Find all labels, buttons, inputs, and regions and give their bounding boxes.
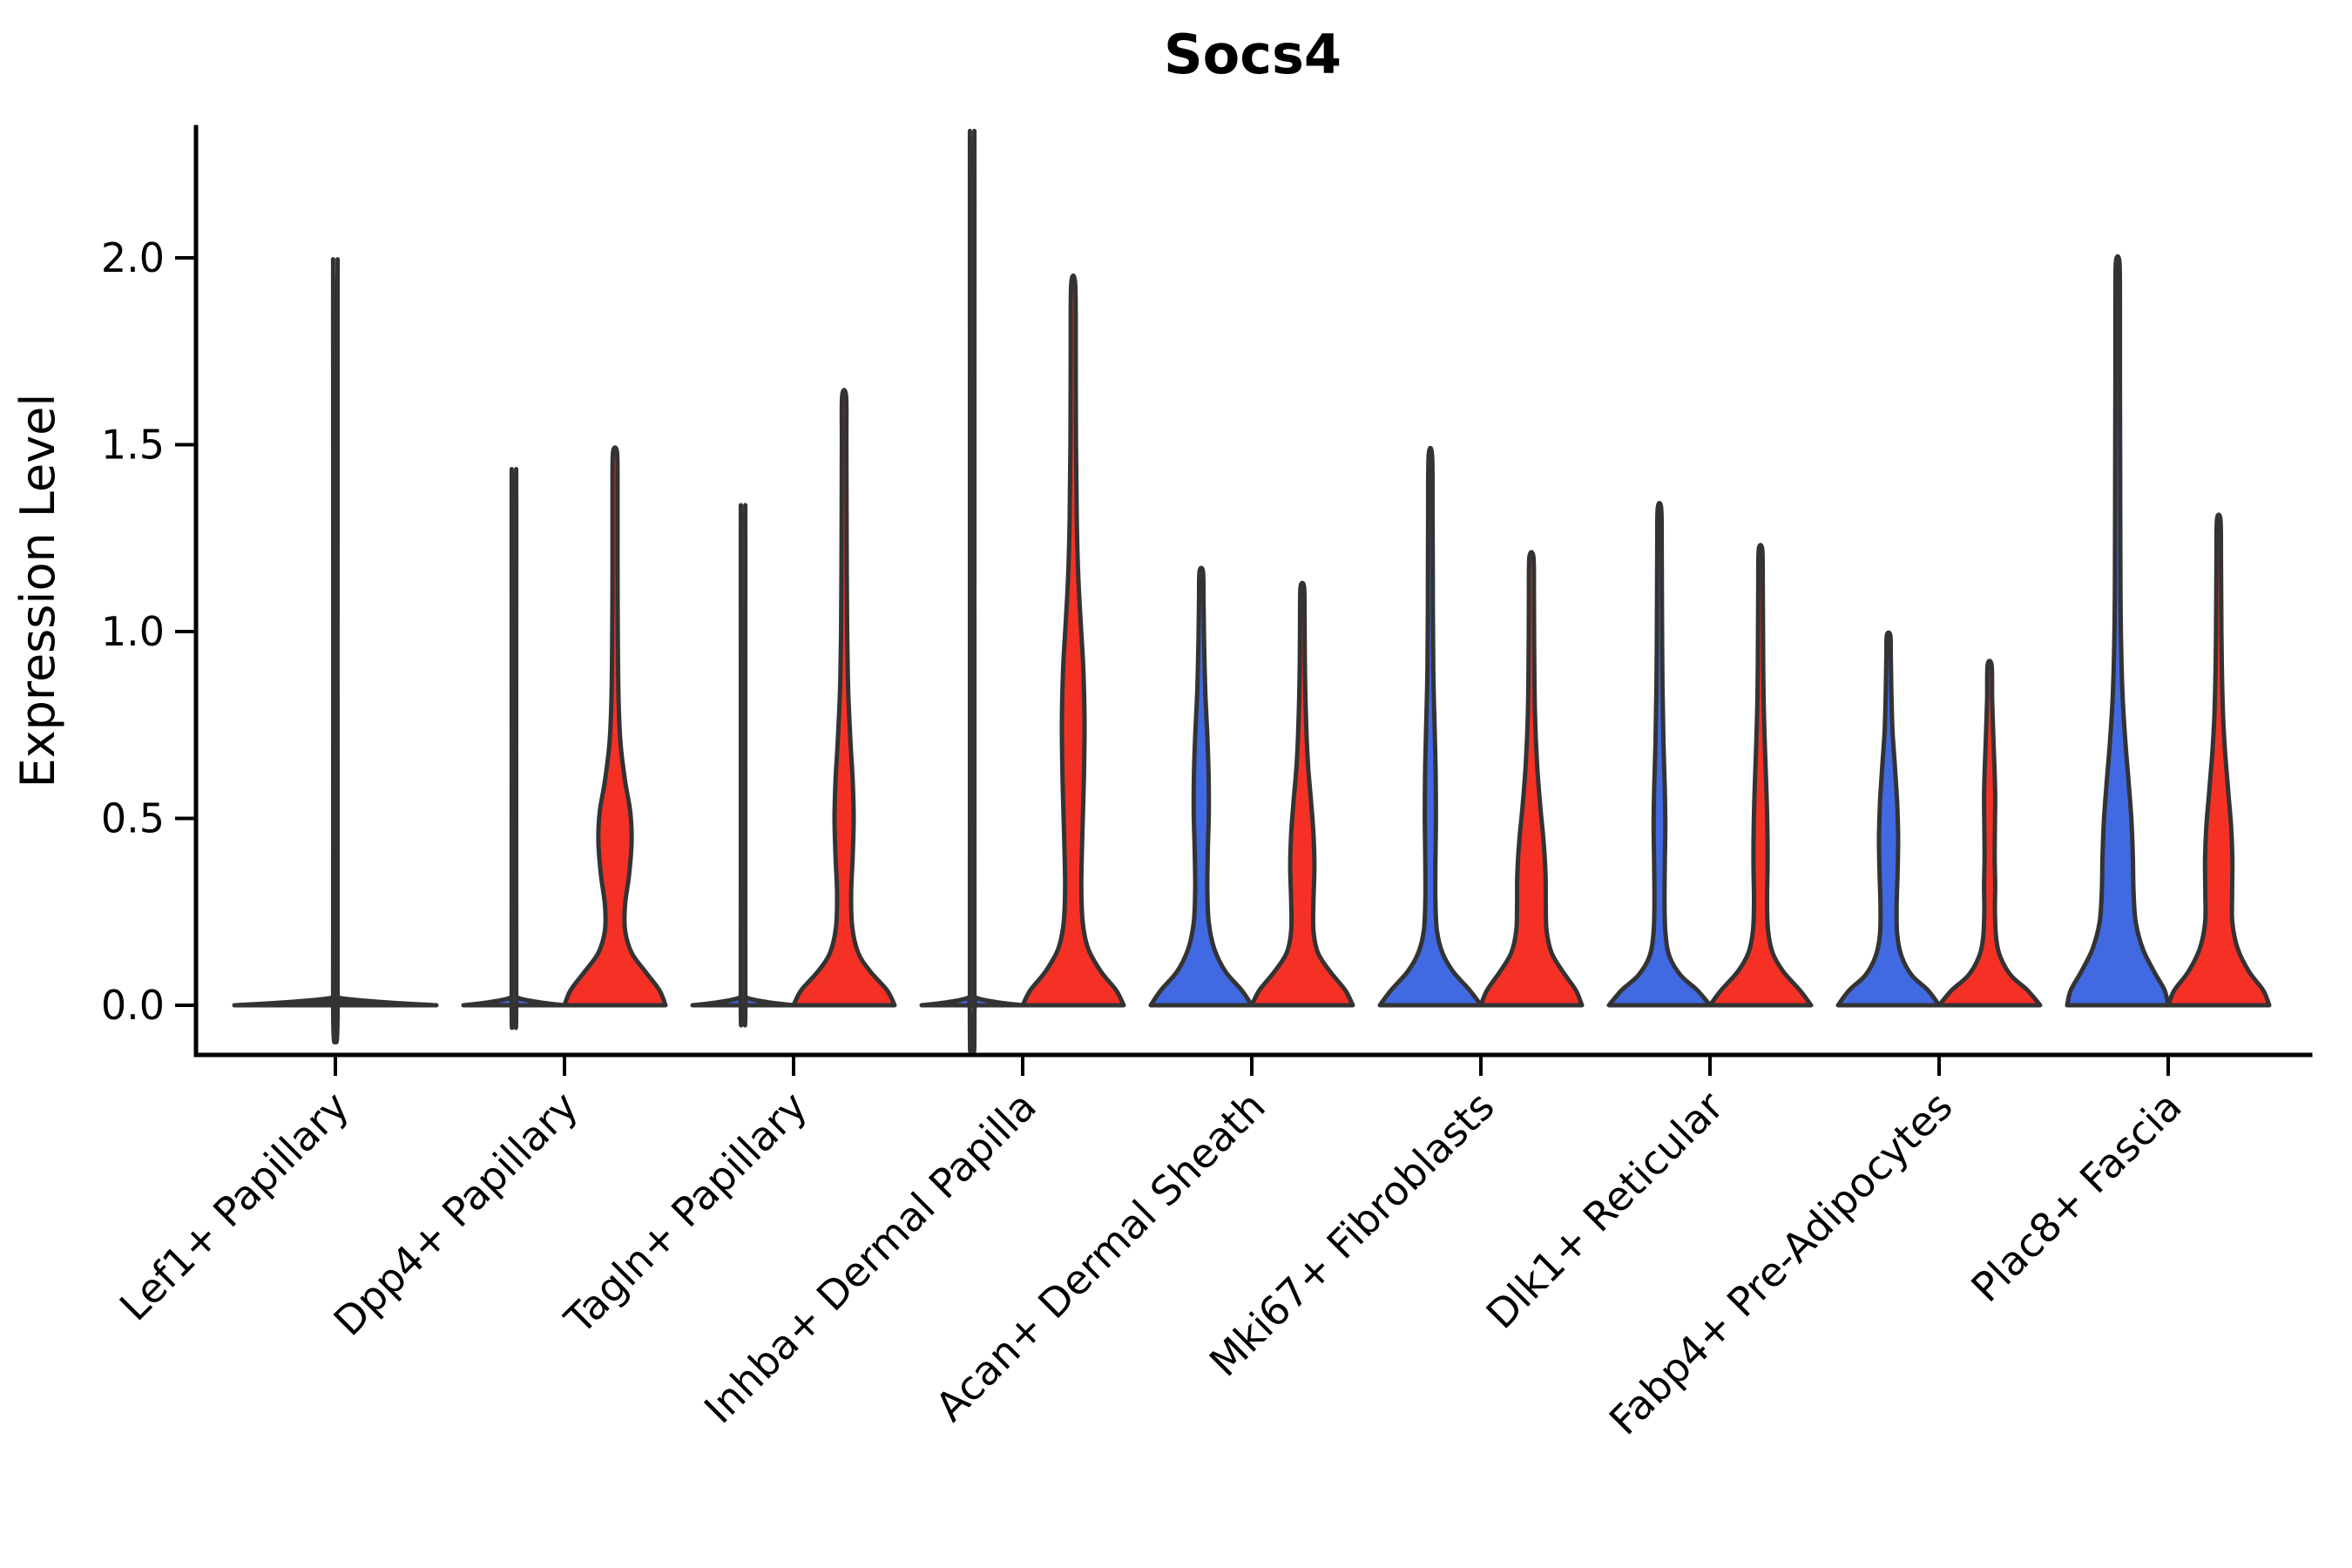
x-tick-label: Tagln+ Papillary: [555, 1083, 816, 1344]
violin-acan-dermal-sheath-red: [1249, 580, 1355, 1008]
violin-tagln-papillary-red: [791, 388, 897, 1008]
violins-layer: [232, 128, 2272, 1054]
violin-inhba-dermal-papilla-red: [1020, 273, 1126, 1008]
y-axis-label: Expression Level: [10, 394, 65, 788]
violin-lef1-papillary-single: [232, 257, 439, 1044]
violin-dpp4-papillary-blue: [461, 467, 567, 1031]
violin-dlk1-reticular-red: [1707, 543, 1814, 1008]
y-tick-label: 0.5: [101, 795, 165, 842]
x-tick-label: Plac8+ Fascia: [1962, 1083, 2190, 1311]
violin-fabp4-pre-adipocytes-red: [1936, 659, 2043, 1008]
violin-mki67-fibroblasts-red: [1478, 550, 1585, 1008]
violin-acan-dermal-sheath-blue: [1148, 565, 1254, 1008]
violin-plac8-fascia-blue: [2065, 253, 2171, 1008]
violin-tagln-papillary-blue: [690, 503, 796, 1028]
violin-dpp4-papillary-red: [562, 445, 668, 1008]
y-tick-label: 1.0: [101, 608, 165, 655]
y-tick-label: 2.0: [101, 234, 165, 281]
x-tick-label: Dlk1+ Reticular: [1477, 1083, 1733, 1338]
violin-mki67-fibroblasts-blue: [1377, 445, 1484, 1008]
violin-inhba-dermal-papilla-blue: [919, 128, 1025, 1054]
violin-fabp4-pre-adipocytes-blue: [1835, 630, 1942, 1008]
violin-plac8-fascia-red: [2166, 512, 2272, 1008]
y-tick-label: 0.0: [101, 982, 165, 1029]
plot-title: Socs4: [1164, 23, 1342, 86]
x-tick-label: Dpp4+ Papillary: [325, 1083, 587, 1345]
x-tick-label: Lef1+ Papillary: [111, 1083, 358, 1330]
violin-dlk1-reticular-blue: [1606, 501, 1713, 1008]
y-tick-label: 1.5: [101, 422, 165, 469]
